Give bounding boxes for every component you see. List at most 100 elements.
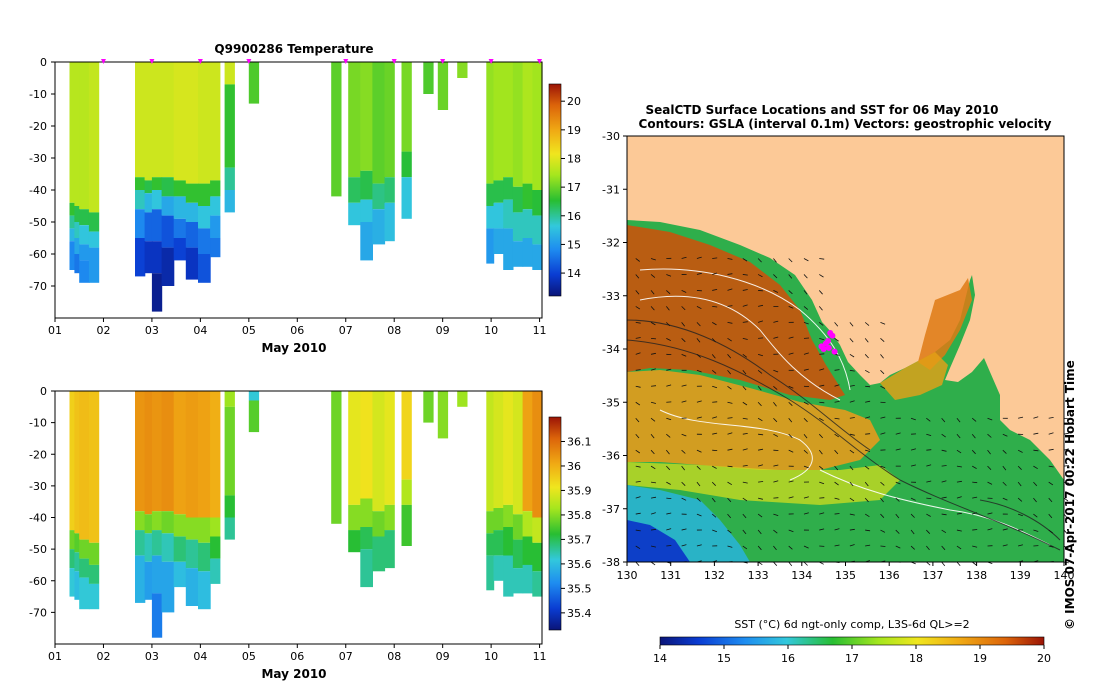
- profile-cell: [348, 202, 361, 226]
- velocity-vector: [696, 449, 702, 453]
- velocity-vector: [635, 512, 641, 515]
- velocity-vector: [742, 417, 748, 420]
- profile-cell: [151, 241, 163, 274]
- profile-cell: [79, 244, 90, 261]
- y-tick-label: -50: [29, 543, 47, 556]
- y-tick-label: 0: [40, 385, 47, 398]
- profile-cell: [532, 571, 543, 597]
- lon-tick-label: 135: [835, 569, 856, 582]
- velocity-vector: [926, 529, 931, 534]
- velocity-vector: [650, 352, 656, 355]
- profile-cell: [348, 530, 361, 553]
- profile-cell: [185, 568, 199, 606]
- velocity-vector: [849, 369, 855, 372]
- velocity-vector: [711, 481, 716, 486]
- velocity-vector: [834, 544, 840, 547]
- velocity-vector: [635, 274, 640, 279]
- profile-cell: [522, 183, 533, 210]
- velocity-vector: [742, 370, 747, 375]
- profile-cell: [532, 244, 543, 270]
- profile-cell: [135, 177, 146, 190]
- profile-cell: [512, 568, 524, 594]
- velocity-vector: [972, 481, 978, 484]
- lat-tick-label: -38: [602, 556, 620, 569]
- velocity-vector: [773, 290, 779, 293]
- profile-cell: [135, 62, 146, 178]
- velocity-vector: [742, 529, 747, 535]
- profile-cell: [198, 206, 211, 229]
- profile-cell: [144, 212, 153, 242]
- velocity-vector: [956, 465, 962, 468]
- profile-cell: [348, 62, 361, 178]
- profile-cell: [151, 530, 163, 556]
- velocity-vector: [926, 513, 931, 517]
- profile-cell: [248, 391, 260, 401]
- velocity-vector: [818, 306, 823, 311]
- profile-cell: [74, 571, 80, 600]
- velocity-vector: [742, 354, 748, 358]
- profile-cell: [522, 62, 533, 184]
- velocity-vector: [788, 352, 794, 355]
- lon-tick-label: 132: [704, 569, 725, 582]
- velocity-vector: [864, 338, 869, 343]
- velocity-vector: [895, 545, 901, 549]
- velocity-vector: [711, 497, 716, 503]
- lat-tick-label: -35: [602, 396, 620, 409]
- velocity-vector: [757, 513, 763, 518]
- velocity-vector: [727, 497, 732, 503]
- y-tick-label: -40: [29, 184, 47, 197]
- velocity-vector: [941, 545, 946, 551]
- profile-cell: [384, 202, 395, 242]
- profile-cell: [185, 62, 199, 184]
- velocity-vector: [773, 402, 777, 407]
- profile-cell: [522, 209, 533, 238]
- velocity-vector: [1002, 497, 1008, 501]
- velocity-vector: [773, 369, 779, 373]
- velocity-vector: [834, 513, 840, 515]
- velocity-vector: [681, 528, 687, 531]
- velocity-vector: [635, 352, 641, 355]
- velocity-vector: [1063, 465, 1070, 467]
- velocity-vector: [635, 321, 641, 324]
- velocity-vector: [666, 433, 671, 438]
- colorbar-tick-label: 17: [567, 181, 581, 194]
- velocity-vector: [681, 449, 686, 454]
- profile-cell: [198, 228, 211, 254]
- velocity-vector: [1017, 513, 1023, 517]
- velocity-vector: [773, 417, 778, 423]
- velocity-vector: [711, 513, 717, 518]
- profile-cell: [144, 241, 153, 274]
- salinity-axes: 0 -10 -20 -30 -40 -50 -60 -70 01 02 03 04 05 06 07 08 09…: [29, 385, 547, 663]
- profile-cell: [210, 215, 221, 238]
- profile-cell: [503, 62, 514, 178]
- velocity-vector: [650, 465, 656, 470]
- velocity-vector: [1018, 544, 1024, 547]
- velocity-vector: [803, 433, 808, 439]
- velocity-vector: [788, 290, 793, 295]
- profile-cell: [512, 62, 524, 187]
- velocity-vector: [712, 432, 718, 435]
- velocity-vector: [1048, 497, 1053, 503]
- velocity-vector: [742, 513, 747, 519]
- profile-cell: [224, 84, 235, 168]
- x-tick-label: 01: [48, 650, 62, 663]
- velocity-vector: [972, 529, 978, 531]
- velocity-vector: [926, 464, 932, 467]
- profile-cell: [493, 530, 504, 556]
- x-tick-label: 07: [339, 650, 353, 663]
- profile-cell: [88, 542, 100, 565]
- velocity-vector: [650, 385, 657, 387]
- velocity-vector: [956, 512, 962, 515]
- velocity-vector: [696, 338, 701, 343]
- profile-cell: [151, 511, 163, 531]
- x-tick-label: 04: [193, 324, 207, 337]
- y-tick-label: -70: [29, 606, 47, 619]
- profile-cell: [401, 177, 412, 219]
- velocity-vector: [696, 400, 702, 403]
- velocity-vector: [757, 274, 763, 278]
- velocity-vector: [788, 529, 794, 533]
- velocity-vector: [773, 320, 779, 323]
- velocity-vector: [880, 432, 886, 435]
- velocity-vector: [834, 465, 839, 471]
- velocity-vector: [972, 465, 977, 469]
